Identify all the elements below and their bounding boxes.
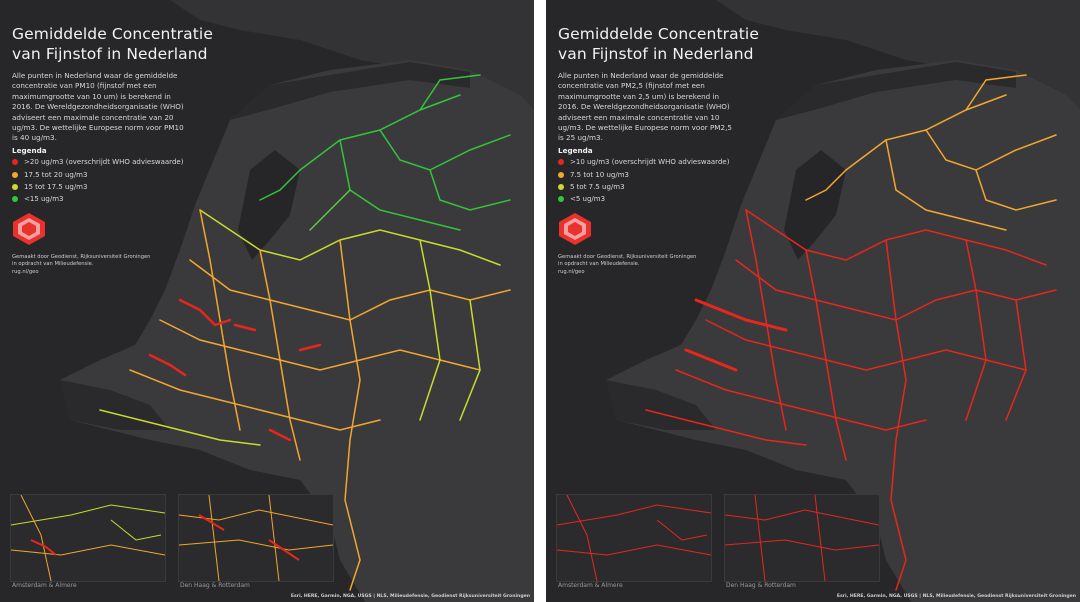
legend-label: <15 ug/m3 (24, 195, 64, 204)
legend-dot-orange (12, 171, 18, 178)
legend-dot-green (12, 196, 18, 203)
map-title: Gemiddelde Concentratie van Fijnstof in … (12, 24, 213, 64)
legend-label: 17.5 tot 20 ug/m3 (24, 170, 88, 179)
legend-label: 5 tot 7.5 ug/m3 (570, 182, 625, 191)
legend-item: 5 tot 7.5 ug/m3 (558, 181, 758, 193)
inset-label-amsterdam: Amsterdam & Almere (12, 582, 77, 589)
map-description: Alle punten in Nederland waar de gemidde… (558, 71, 732, 143)
legend-dot-yellow (12, 183, 18, 190)
legend-label: >10 ug/m3 (overschrijdt WHO advieswaarde… (570, 158, 730, 167)
credit-line-3: rug.nl/geo (12, 268, 39, 275)
legend-dot-red (12, 159, 18, 166)
legend-item: <5 ug/m3 (558, 193, 758, 205)
title-line-1: Gemiddelde Concentratie (558, 25, 759, 43)
water-wadden (776, 62, 1016, 120)
rug-logo-icon (559, 213, 591, 245)
legend-item: <15 ug/m3 (12, 193, 212, 205)
legend-item: 17.5 tot 20 ug/m3 (12, 168, 212, 180)
water-ijsselmeer (238, 150, 300, 260)
legend-item: 7.5 tot 10 ug/m3 (558, 168, 758, 180)
attribution: Esri, HERE, Garmin, NGA, USGS | NLS, Mil… (836, 594, 1076, 599)
land-netherlands (60, 60, 534, 602)
title-line-1: Gemiddelde Concentratie (12, 25, 213, 43)
credit-line-1: Gemaakt door Geodienst, Rijksuniversitei… (558, 254, 697, 260)
netherlands-map-pm10 (60, 0, 534, 602)
inset-denhaag-rotterdam (724, 494, 880, 582)
legend: Legenda >20 ug/m3 (overschrijdt WHO advi… (12, 146, 212, 206)
legend-dot-orange (558, 171, 564, 178)
legend-dot-yellow (558, 183, 564, 190)
map-panel-pm10: Gemiddelde Concentratie van Fijnstof in … (0, 0, 534, 602)
netherlands-map-pm25 (606, 0, 1080, 602)
inset-label-denhaag: Den Haag & Rotterdam (180, 582, 250, 589)
legend-label: >20 ug/m3 (overschrijdt WHO advieswaarde… (24, 158, 184, 167)
land-north (170, 0, 534, 120)
legend-dot-green (558, 196, 564, 203)
rug-logo-icon (13, 213, 45, 245)
water-delta (60, 380, 170, 430)
legend-title: Legenda (12, 146, 47, 155)
credit-line-1: Gemaakt door Geodienst, Rijksuniversitei… (12, 254, 151, 260)
legend-item: >20 ug/m3 (overschrijdt WHO advieswaarde… (12, 156, 212, 168)
legend-dot-red (558, 159, 564, 166)
map-description: Alle punten in Nederland waar de gemidde… (12, 71, 184, 143)
credit-text: Gemaakt door Geodienst, Rijksuniversitei… (558, 254, 748, 276)
inset-amsterdam-almere (556, 494, 712, 582)
legend: Legenda >10 ug/m3 (overschrijdt WHO advi… (558, 146, 758, 206)
water-ijsselmeer (784, 150, 846, 260)
credit-text: Gemaakt door Geodienst, Rijksuniversitei… (12, 254, 202, 276)
legend-item: >10 ug/m3 (overschrijdt WHO advieswaarde… (558, 156, 758, 168)
map-title: Gemiddelde Concentratie van Fijnstof in … (558, 24, 759, 64)
legend-label: 15 tot 17.5 ug/m3 (24, 182, 88, 191)
map-panel-pm25: Gemiddelde Concentratie van Fijnstof in … (546, 0, 1080, 602)
inset-map-amsterdam (11, 495, 165, 581)
credit-line-3: rug.nl/geo (558, 268, 585, 275)
land-netherlands (606, 60, 1080, 602)
inset-label-amsterdam: Amsterdam & Almere (558, 582, 623, 589)
title-line-2: van Fijnstof in Nederland (558, 45, 754, 63)
credit-line-2: in opdracht van Milieudefensie. (558, 261, 640, 268)
credit-line-2: in opdracht van Milieudefensie. (12, 261, 94, 268)
legend-title: Legenda (558, 146, 593, 155)
inset-map-denhaag (179, 495, 333, 581)
road-network-pm25 (645, 74, 1057, 591)
legend-item: 15 tot 17.5 ug/m3 (12, 181, 212, 193)
legend-label: 7.5 tot 10 ug/m3 (570, 170, 629, 179)
inset-amsterdam-almere (10, 494, 166, 582)
water-wadden (230, 62, 470, 120)
land-north (716, 0, 1080, 120)
water-delta (606, 380, 716, 430)
legend-label: <5 ug/m3 (570, 195, 606, 204)
inset-map-denhaag (725, 495, 879, 581)
inset-label-denhaag: Den Haag & Rotterdam (726, 582, 796, 589)
title-line-2: van Fijnstof in Nederland (12, 45, 208, 63)
road-network-pm10 (99, 74, 511, 591)
inset-denhaag-rotterdam (178, 494, 334, 582)
inset-map-amsterdam (557, 495, 711, 581)
attribution: Esri, HERE, Garmin, NGA, USGS | NLS, Mil… (290, 594, 530, 599)
